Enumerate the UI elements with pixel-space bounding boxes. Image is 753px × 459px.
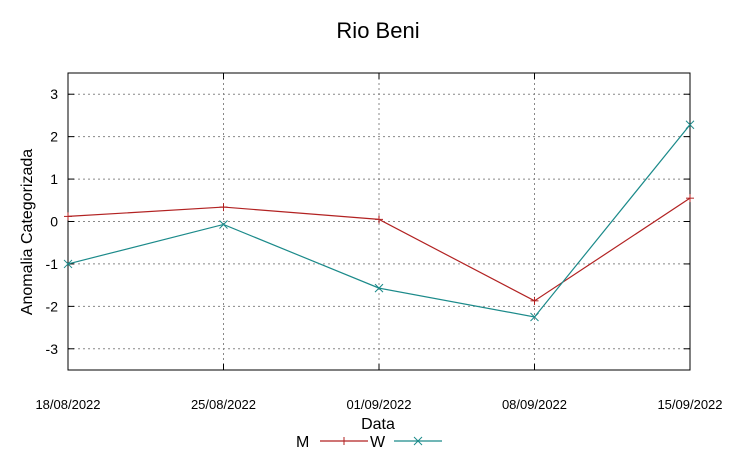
axis-ticks: 3 2 1 0 -1 -2 -3 18/08/2022 25/08/2022 01/09/2022…	[35, 73, 723, 412]
series-M	[64, 194, 694, 305]
data-point	[63, 259, 73, 269]
series-group	[63, 120, 695, 322]
y-tick-label: -2	[46, 298, 59, 314]
y-tick-label: -3	[46, 341, 59, 357]
cross-marker-b	[413, 436, 423, 446]
data-point	[530, 296, 539, 305]
cross-marker-b	[530, 312, 539, 322]
data-point	[64, 212, 72, 221]
x-tick-label: 01/09/2022	[346, 397, 411, 412]
data-point	[685, 120, 695, 130]
x-tick-label: 18/08/2022	[35, 397, 100, 412]
data-point	[219, 203, 228, 212]
chart-title: Rio Beni	[336, 18, 419, 43]
x-tick-label: 25/08/2022	[191, 397, 256, 412]
cross-marker-b	[63, 259, 73, 269]
y-tick-label: 0	[50, 214, 58, 230]
legend-label-M: M	[296, 434, 309, 451]
y-axis-label: Anomalia Categorizada	[19, 149, 36, 315]
legend-label-W: W	[370, 434, 386, 451]
cross-marker-b	[685, 120, 695, 130]
cross-marker-b	[219, 220, 228, 229]
data-point	[686, 194, 694, 203]
x-tick-label: 15/09/2022	[657, 397, 722, 412]
y-tick-label: 2	[50, 129, 58, 145]
data-point	[375, 215, 383, 224]
y-tick-label: -1	[46, 256, 59, 272]
y-tick-label: 1	[50, 171, 58, 187]
x-tick-label: 08/09/2022	[502, 397, 567, 412]
cross-marker-b	[374, 283, 384, 293]
series-W	[63, 120, 695, 322]
y-tick-label: 3	[50, 86, 58, 102]
data-point	[530, 312, 539, 322]
x-axis-label: Data	[361, 416, 395, 433]
data-point	[219, 220, 228, 229]
data-point	[374, 283, 384, 293]
